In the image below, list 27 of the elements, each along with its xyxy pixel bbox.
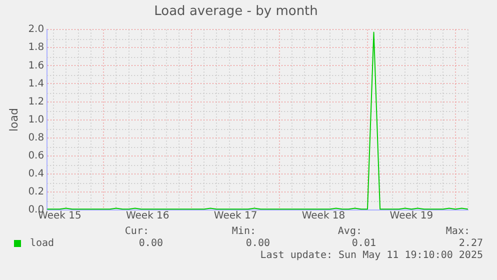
y-tick-label: 0.6	[28, 150, 44, 162]
y-tick-label: 0.4	[28, 168, 44, 180]
text: Min:	[232, 226, 256, 237]
x-tick-label: Week 18	[302, 210, 346, 222]
text: Last update: Sun May 11 19:10:00 2025	[260, 250, 483, 261]
chart-title: Load average - by month	[154, 4, 318, 20]
x-tick-label: Week 19	[390, 210, 434, 222]
y-tick-label: 1.0	[28, 114, 44, 126]
text: 0.00	[246, 238, 270, 249]
text: 0.00	[138, 238, 163, 249]
x-tick-label: Week 16	[126, 210, 170, 222]
y-axis-title: load	[7, 108, 20, 132]
y-tick-label: 1.4	[28, 78, 44, 90]
text: Avg:	[338, 226, 362, 237]
x-tick-label: Week 17	[214, 210, 258, 222]
y-tick-label: 0.8	[28, 132, 44, 144]
text: 0.01	[352, 238, 376, 249]
y-tick-label: 1.2	[28, 96, 44, 108]
y-tick-label: 2.0	[28, 24, 44, 36]
x-tick-label: Week 15	[38, 210, 82, 222]
text: Cur:	[124, 226, 149, 237]
text: 2.27	[458, 238, 483, 249]
y-tick-label: 0.2	[28, 186, 44, 198]
y-tick-label: 1.6	[28, 60, 44, 72]
y-tick-label: 1.8	[28, 42, 44, 54]
text: Max:	[446, 226, 470, 237]
legend-label: load	[30, 238, 54, 249]
